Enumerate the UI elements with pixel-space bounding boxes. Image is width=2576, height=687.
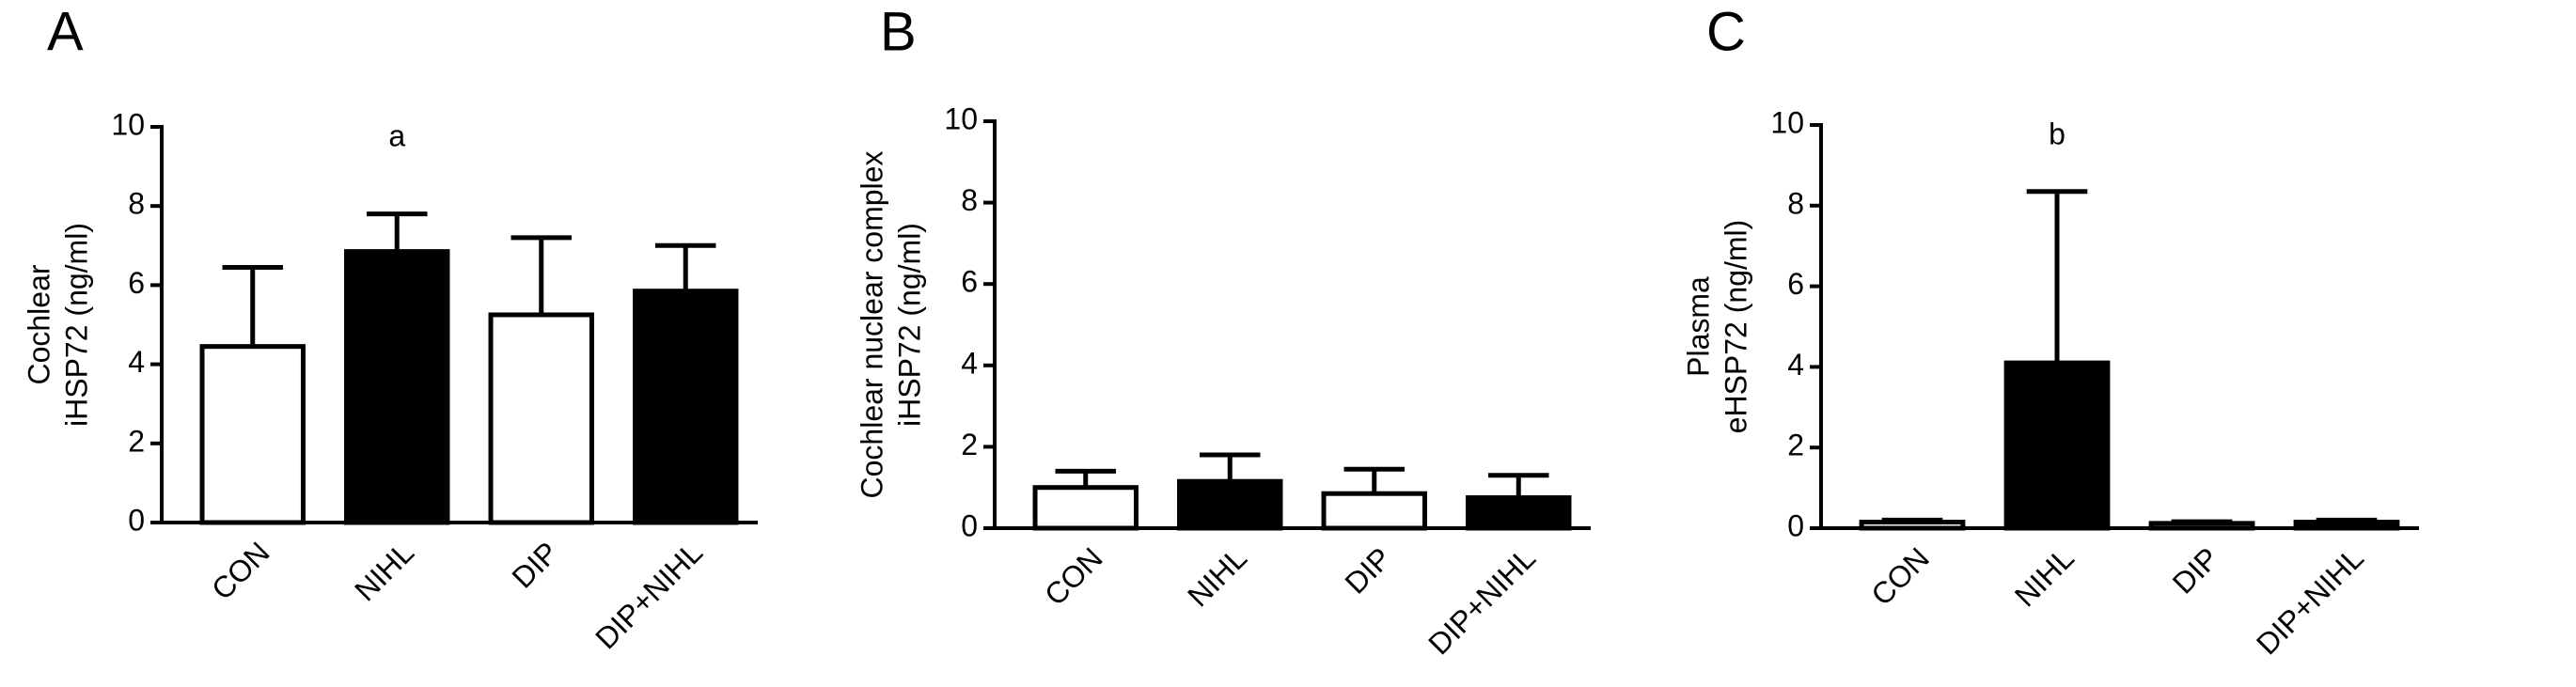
y-tick-label: 2 bbox=[1787, 429, 1804, 462]
x-tick-label: DIP bbox=[506, 535, 565, 594]
y-axis-label: iHSP72 (ng/ml) bbox=[892, 223, 926, 427]
y-tick-label: 0 bbox=[128, 503, 145, 537]
y-tick-label: 2 bbox=[961, 428, 978, 461]
y-tick-label: 6 bbox=[128, 266, 145, 300]
x-tick-label: NIHL bbox=[2008, 540, 2081, 613]
y-tick-label: 10 bbox=[111, 107, 145, 141]
y-axis-label: Cochlear bbox=[22, 264, 55, 384]
bar bbox=[1177, 478, 1283, 531]
y-axis-label: Cochlear nuclear complex bbox=[855, 151, 888, 499]
y-tick-label: 10 bbox=[944, 101, 978, 135]
annotation: b bbox=[2049, 117, 2066, 150]
y-tick-label: 8 bbox=[961, 183, 978, 217]
x-tick-label: NIHL bbox=[1181, 540, 1253, 613]
y-tick-label: 0 bbox=[961, 508, 978, 542]
panel-label: C bbox=[1706, 1, 1746, 62]
panel-label: B bbox=[880, 1, 917, 62]
y-tick-label: 8 bbox=[128, 187, 145, 221]
y-tick-label: 4 bbox=[961, 346, 978, 380]
y-tick-label: 6 bbox=[961, 265, 978, 299]
y-axis-label: eHSP72 (ng/ml) bbox=[1719, 220, 1752, 434]
y-tick-label: 6 bbox=[1787, 267, 1804, 301]
y-axis-label: iHSP72 (ng/ml) bbox=[59, 223, 93, 427]
x-tick-label: DIP+NIHL bbox=[2250, 540, 2370, 661]
y-tick-label: 8 bbox=[1787, 186, 1804, 220]
x-tick-label: DIP bbox=[2166, 540, 2225, 600]
bar bbox=[488, 312, 594, 525]
y-tick-label: 4 bbox=[128, 345, 145, 379]
y-tick-label: 4 bbox=[1787, 348, 1804, 382]
panel-label: A bbox=[47, 1, 84, 62]
bar bbox=[1466, 495, 1572, 531]
y-tick-label: 0 bbox=[1787, 508, 1804, 542]
bar bbox=[199, 344, 306, 525]
bar bbox=[1032, 485, 1139, 531]
bar bbox=[344, 249, 450, 525]
x-tick-label: DIP bbox=[1339, 540, 1398, 600]
x-tick-label: CON bbox=[1864, 540, 1936, 612]
x-tick-label: DIP+NIHL bbox=[1422, 540, 1542, 661]
bar bbox=[1321, 491, 1427, 531]
x-tick-label: CON bbox=[1038, 540, 1109, 612]
x-tick-label: CON bbox=[205, 535, 276, 606]
y-tick-label: 10 bbox=[1770, 105, 1804, 139]
y-axis-label: Plasma bbox=[1681, 276, 1715, 377]
bar bbox=[633, 289, 739, 525]
x-tick-label: DIP+NIHL bbox=[589, 535, 709, 655]
bar bbox=[2003, 360, 2111, 531]
x-tick-label: NIHL bbox=[348, 535, 420, 607]
y-tick-label: 2 bbox=[128, 424, 145, 458]
annotation: a bbox=[388, 118, 405, 152]
